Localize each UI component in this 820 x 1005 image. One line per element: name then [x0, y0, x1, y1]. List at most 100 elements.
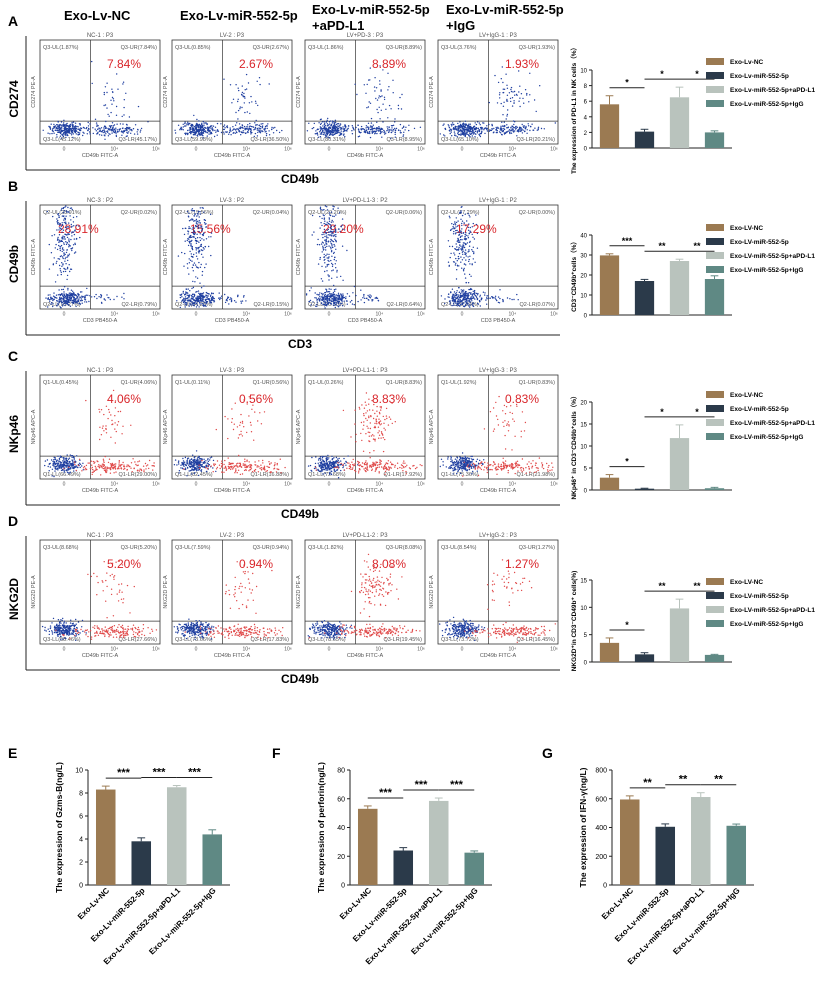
quadrant-ur-label: Q1-UR(0.56%) — [253, 380, 290, 386]
flow-axis-x-title: CD49b FITC-A — [214, 488, 251, 494]
flow-plot-title: LV+PD-L1-1 : P3 — [342, 368, 388, 374]
y-axis-label: CD3⁻CD49b⁺cells（%） — [570, 238, 578, 312]
flow-tick-x: 10⁴ — [111, 312, 119, 318]
flow-axis-x-title: CD49b FITC-A — [347, 153, 384, 159]
flow-plot-frame — [437, 204, 559, 310]
bar — [393, 850, 414, 885]
y-tick-label: 800 — [595, 768, 607, 775]
y-tick-label: 0 — [341, 883, 345, 890]
legend-swatch — [706, 252, 724, 259]
legend-label: Exo-LV-miR-552-5p — [730, 239, 789, 246]
quadrant-lr-label: Q3-LR(36.50%) — [250, 137, 289, 143]
flow-axis-y-title: NKG2D PE-A — [31, 575, 37, 609]
group-header-4-line1: Exo-Lv-miR-552-5p — [446, 2, 564, 17]
legend-swatch — [706, 238, 724, 245]
significance-label: * — [695, 69, 699, 79]
flow-axis-y-title: NKG2D PE-A — [163, 575, 169, 609]
flow-tick-x: 0 — [328, 147, 331, 153]
y-tick-label: 0 — [584, 314, 588, 320]
legend-label: Exo-LV-miR-552-5p — [730, 593, 789, 600]
bar — [704, 654, 725, 662]
legend-swatch — [706, 620, 724, 627]
flow-plot-title: NC-1 : P3 — [87, 33, 114, 39]
flow-plot-title: NC-3 : P2 — [87, 198, 114, 204]
significance-label: *** — [153, 767, 167, 779]
flow-tick-x: 10⁴ — [376, 482, 384, 488]
flow-axis-y-title: NKp46 APC-A — [163, 409, 169, 444]
quadrant-percent: 1.93% — [505, 57, 539, 71]
quadrant-ur-label: Q1-UR(4.06%) — [121, 380, 158, 386]
quadrant-lr-label: Q3-LR(8.95%) — [387, 137, 423, 143]
flow-axis-y-title: NKp46 APC-A — [429, 409, 435, 444]
quadrant-lr-label: Q3-LR(27.66%) — [118, 637, 157, 643]
quadrant-lr-label: Q1-LR(17.92%) — [383, 472, 422, 478]
legend-label: Exo-Lv-miR-552-5p+IgG — [730, 101, 804, 108]
flow-tick-x: 10⁶ — [284, 312, 292, 318]
y-tick-label: 40 — [337, 825, 345, 832]
legend-label: Exo-Lv-miR-552-5p+aPD-L1 — [730, 87, 815, 94]
flow-tick-x: 10⁴ — [509, 312, 517, 318]
flow-tick-x: 10⁶ — [152, 147, 160, 153]
flow-dots — [306, 65, 422, 139]
quadrant-ll-label: Q3-LL(73.66%) — [175, 637, 213, 643]
flow-dots — [305, 205, 380, 309]
legend-swatch — [706, 224, 724, 231]
quadrant-percent: 28.91% — [58, 222, 99, 236]
flow-tick-x: 10⁴ — [509, 147, 517, 153]
y-tick-label: 8 — [584, 84, 588, 90]
flow-plot: LV+IgG-1 : P2Q2-UL(17.29%)Q2-UR(0.00%)Q2… — [429, 198, 559, 324]
legend-swatch — [706, 391, 724, 398]
quadrant-percent: 0.94% — [239, 557, 273, 571]
flow-tick-x: 0 — [461, 482, 464, 488]
flow-dots — [176, 207, 247, 309]
legend-label: Exo-LV-NC — [730, 579, 763, 586]
panel-letter: C — [8, 348, 18, 364]
quadrant-ul-label: Q2-UL(29.20%) — [308, 210, 347, 216]
flow-tick-x: 10⁴ — [243, 147, 251, 153]
y-tick-label: 2 — [584, 131, 588, 137]
flow-axis-y-title: CD49b FITC-A — [163, 238, 169, 275]
quadrant-ul-label: Q3-UL(1.86%) — [308, 45, 344, 51]
quadrant-ul-label: Q1-UL(0.45%) — [43, 380, 79, 386]
flow-dots — [173, 396, 286, 477]
quadrant-ll-label: Q3-LL(78.65%) — [308, 637, 346, 643]
y-tick-label: 80 — [337, 768, 345, 775]
marker-label-y: NKp46 — [7, 415, 21, 453]
quadrant-ur-label: Q3-UR(0.94%) — [253, 545, 290, 551]
bar — [619, 799, 640, 885]
flow-tick-x: 10⁶ — [550, 647, 558, 653]
category-label: Exo-Lv-miR-552-5p+IgG — [147, 886, 217, 956]
legend-label: Exo-LV-miR-552-5p+aPD-L1 — [730, 253, 815, 260]
flow-tick-x: 0 — [195, 482, 198, 488]
flow-row-A: A CD274 CD49b NC-1 : P3 Q3-UL(1.87%) Q3-UR(7.… — [7, 13, 560, 186]
bar — [599, 477, 620, 490]
quadrant-ll-label: Q3-LL(58.46%) — [43, 637, 81, 643]
group-header-1: Exo-Lv-NC — [64, 8, 131, 23]
quadrant-percent: 29.20% — [323, 222, 364, 236]
quadrant-ul-label: Q3-UL(1.87%) — [43, 45, 79, 51]
y-tick-label: 0 — [584, 661, 588, 667]
flow-axis-y-title: CD49b FITC-A — [296, 238, 302, 275]
quadrant-percent: 15.56% — [190, 222, 231, 236]
significance-label: ** — [658, 241, 666, 251]
flow-tick-x: 10⁶ — [417, 312, 425, 318]
quadrant-percent: 0.83% — [505, 392, 539, 406]
y-tick-label: 5 — [584, 467, 588, 473]
quadrant-percent: 5.20% — [107, 557, 141, 571]
flow-tick-x: 10⁴ — [376, 647, 384, 653]
quadrant-ur-label: Q3-UR(1.93%) — [519, 45, 556, 51]
panel-letter: G — [542, 745, 553, 761]
quadrant-ul-label: Q3-UL(3.76%) — [441, 45, 477, 51]
quadrant-ll-label: Q3-LL(80.31%) — [308, 137, 346, 143]
bar — [599, 642, 620, 662]
flow-axis-y-title: CD49b FITC-A — [429, 238, 435, 275]
quadrant-percent: 8.89% — [372, 57, 406, 71]
bar — [704, 488, 725, 490]
quadrant-ul-label: Q2-UL(15.56%) — [175, 210, 214, 216]
flow-plot-title: LV+IgG-3 : P3 — [479, 368, 517, 374]
flow-axis-y-title: CD274 PE-A — [429, 76, 435, 108]
marker-label-y: NKG2D — [7, 578, 21, 620]
flow-tick-x: 10⁶ — [284, 147, 292, 153]
flow-plot: LV+PD-L1-3 : P2 Q2-UL(29.20%) Q2-UR(0.06%)… — [296, 198, 426, 324]
